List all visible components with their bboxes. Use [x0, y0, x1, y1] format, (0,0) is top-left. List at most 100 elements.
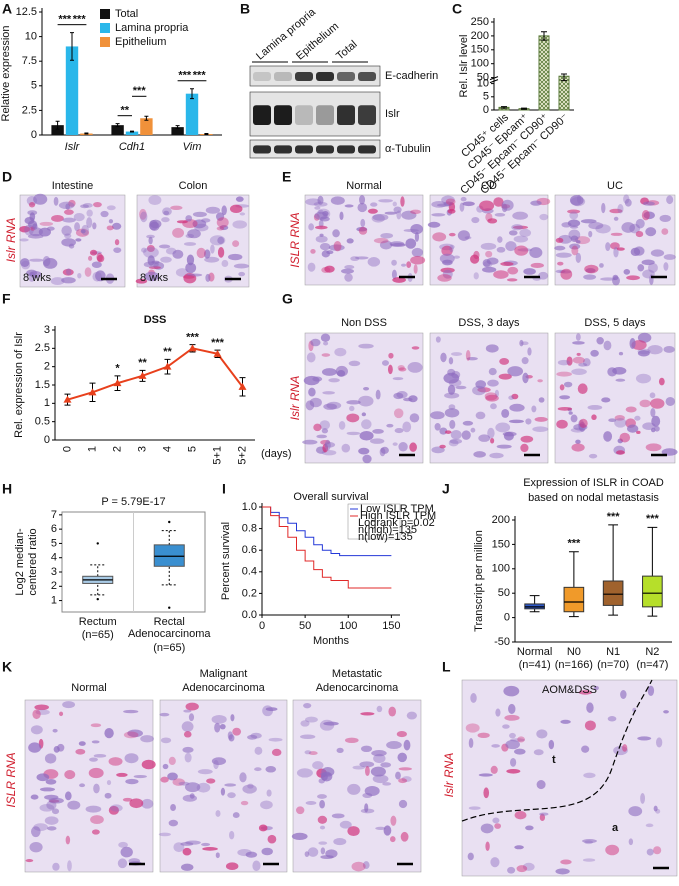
tissue — [525, 418, 532, 425]
tissue — [100, 210, 109, 218]
tissue — [583, 274, 597, 280]
tissue — [360, 745, 373, 753]
tissue — [183, 709, 192, 713]
tissue — [507, 366, 524, 377]
tissue — [478, 434, 491, 442]
tissue — [88, 767, 104, 779]
tissue — [307, 262, 316, 272]
tissue — [75, 748, 86, 755]
tissue — [320, 847, 326, 855]
error-bar — [190, 88, 194, 100]
tissue — [413, 264, 418, 274]
tissue — [334, 347, 347, 357]
tissue — [73, 212, 85, 222]
tissue — [636, 430, 641, 434]
tissue — [358, 343, 374, 349]
line — [67, 347, 244, 401]
tissue — [20, 258, 30, 267]
tissue — [502, 431, 517, 437]
tissue — [403, 397, 413, 402]
tissue — [185, 215, 193, 222]
tissue — [442, 269, 453, 279]
outlier — [96, 542, 99, 545]
tissue — [80, 204, 89, 209]
y-tick-label: 3 — [51, 566, 57, 578]
tissue — [554, 245, 566, 251]
tissue — [511, 224, 523, 231]
tissue — [581, 745, 590, 753]
tissue — [321, 266, 331, 274]
tissue — [182, 847, 192, 856]
tissue — [455, 385, 467, 390]
tissue — [330, 196, 345, 205]
caption: UC — [607, 180, 623, 192]
tissue — [78, 741, 86, 746]
tissue — [522, 372, 529, 384]
tissue — [494, 389, 500, 398]
tissue — [46, 226, 55, 231]
outlier — [168, 606, 171, 609]
tissue — [575, 333, 581, 341]
x-tick-label: 100 — [339, 620, 357, 632]
tissue — [610, 242, 620, 250]
tissue — [520, 435, 534, 443]
tissue — [258, 824, 268, 832]
tissue — [159, 712, 170, 717]
y-tick-label: -50 — [494, 636, 510, 648]
tissue — [307, 847, 319, 857]
tissue — [387, 364, 393, 375]
y-label: Relative expression — [0, 26, 12, 122]
tissue — [52, 728, 58, 733]
tissue — [450, 352, 463, 356]
tissue — [556, 419, 568, 429]
tissue — [210, 244, 215, 254]
tissue — [508, 419, 524, 424]
panel-letter: G — [282, 291, 293, 307]
tissue — [557, 261, 564, 266]
x-tick-label: 5+2 — [236, 446, 248, 465]
whisker — [608, 605, 619, 616]
tissue — [338, 421, 346, 430]
tissue — [578, 690, 592, 695]
x-tick-label: Islr — [65, 141, 81, 153]
tissue — [185, 840, 201, 845]
chart-title: Overall survival — [293, 491, 368, 503]
tissue — [485, 212, 493, 222]
tissue — [367, 208, 378, 214]
tissue — [310, 338, 321, 347]
tissue — [373, 237, 389, 244]
x-tick-label: 0 — [61, 446, 73, 452]
tissue — [61, 277, 76, 284]
tissue — [369, 438, 385, 444]
tissue — [148, 195, 162, 206]
tissue — [411, 247, 424, 257]
tissue — [247, 734, 258, 740]
tissue — [529, 247, 543, 259]
caption: CD — [481, 180, 497, 192]
y-label-text: Percent survival — [220, 522, 232, 600]
tissue — [508, 703, 516, 714]
image-note: 8 wks — [23, 272, 52, 284]
tissue — [522, 862, 535, 871]
tissue — [393, 408, 404, 419]
tissue — [140, 211, 148, 223]
tissue — [575, 439, 581, 444]
bar — [185, 93, 199, 135]
band — [316, 72, 334, 81]
tissue — [319, 233, 324, 237]
tissue — [576, 352, 581, 356]
tissue — [88, 255, 93, 261]
tissue — [300, 734, 316, 739]
tissue — [187, 229, 201, 239]
tissue — [491, 744, 500, 748]
whisker — [161, 566, 177, 586]
tissue — [240, 800, 249, 806]
tissue — [530, 200, 542, 206]
tissue — [39, 221, 54, 226]
tissue — [663, 345, 675, 353]
tissue — [556, 371, 572, 377]
tissue — [312, 761, 324, 770]
tissue — [397, 365, 405, 371]
tissue — [405, 238, 417, 249]
panel-letter: B — [240, 1, 250, 17]
